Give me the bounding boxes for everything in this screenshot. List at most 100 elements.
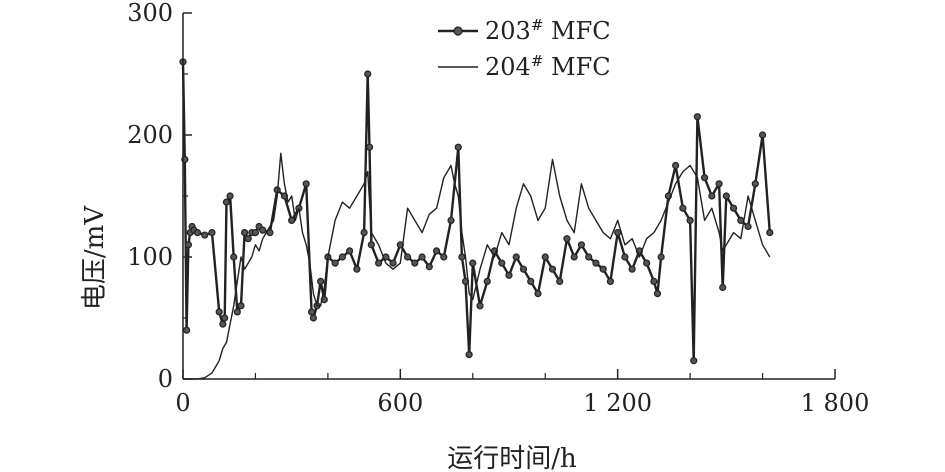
- x-tick-label: 0: [175, 389, 190, 417]
- data-point: [708, 192, 716, 200]
- data-point: [447, 216, 455, 224]
- data-point: [744, 222, 752, 231]
- x-tick-label: 1 800: [801, 389, 870, 417]
- data-point: [360, 229, 368, 237]
- data-point: [353, 265, 361, 273]
- data-point: [476, 302, 484, 310]
- data-point: [365, 143, 374, 151]
- data-point: [411, 259, 419, 267]
- legend-label-203: 203# MFC: [485, 16, 611, 45]
- data-point: [237, 302, 245, 310]
- data-point: [715, 180, 723, 188]
- data-point: [219, 320, 227, 328]
- data-point: [621, 253, 629, 261]
- data-point: [184, 241, 193, 249]
- series-line-203: [181, 61, 771, 362]
- data-point: [563, 235, 571, 243]
- data-point: [331, 259, 339, 267]
- data-point: [233, 308, 241, 316]
- data-point: [729, 204, 738, 212]
- data-point: [201, 231, 209, 239]
- data-point: [679, 204, 687, 212]
- data-point: [606, 277, 615, 285]
- data-point: [469, 259, 477, 267]
- x-tick-label: 600: [377, 389, 423, 417]
- data-point: [722, 192, 730, 200]
- plot-area: [179, 58, 774, 380]
- data-point: [346, 247, 354, 255]
- data-point: [570, 253, 578, 261]
- data-point: [222, 198, 231, 206]
- data-point: [628, 265, 636, 273]
- data-point: [592, 259, 600, 267]
- legend-marker: [453, 26, 463, 36]
- data-point: [317, 277, 325, 285]
- data-point: [302, 180, 310, 188]
- data-point: [534, 290, 542, 298]
- y-tick-label: 200: [127, 121, 173, 149]
- data-point: [230, 253, 238, 261]
- data-point: [577, 241, 586, 249]
- data-point: [650, 277, 658, 285]
- data-point: [364, 70, 372, 78]
- data-point: [527, 277, 535, 285]
- legend: 203# MFC 204# MFC: [438, 16, 611, 81]
- data-point: [288, 216, 296, 224]
- data-point: [215, 308, 223, 316]
- data-point: [657, 253, 665, 261]
- data-point: [425, 263, 433, 271]
- data-point: [418, 253, 426, 261]
- data-point: [440, 253, 448, 261]
- data-point: [183, 326, 191, 334]
- data-point: [766, 229, 774, 237]
- data-point: [389, 259, 397, 267]
- legend-label-204: 204# MFC: [485, 52, 611, 81]
- data-point: [758, 131, 767, 139]
- data-point: [307, 308, 316, 316]
- data-point: [585, 253, 593, 261]
- data-point: [719, 283, 727, 292]
- data-point: [221, 314, 229, 322]
- data-point: [259, 226, 267, 234]
- axes: 0 100 200 300 0 600 1 200 1 800: [127, 0, 869, 417]
- data-point: [505, 271, 513, 279]
- data-point: [686, 216, 694, 224]
- data-point: [244, 235, 252, 243]
- data-point: [454, 143, 462, 151]
- data-point: [672, 161, 680, 170]
- data-point: [483, 277, 491, 285]
- x-axis-title: 运行时间/h: [447, 444, 577, 472]
- data-point: [690, 357, 698, 365]
- data-point: [700, 174, 709, 182]
- data-point: [465, 351, 473, 359]
- data-point: [432, 247, 441, 255]
- data-point: [240, 229, 249, 237]
- y-tick-label: 100: [127, 243, 173, 271]
- data-point: [556, 277, 564, 285]
- data-point: [403, 253, 412, 261]
- data-point: [193, 229, 202, 237]
- data-point: [309, 314, 317, 322]
- data-point: [251, 229, 260, 237]
- data-point: [541, 253, 549, 261]
- data-point: [375, 259, 383, 267]
- x-tick-label: 1 200: [583, 389, 652, 417]
- data-point: [458, 253, 466, 261]
- y-tick-label: 300: [127, 0, 173, 27]
- data-point: [208, 229, 216, 237]
- data-point: [548, 265, 557, 273]
- series-line-204: [183, 152, 771, 380]
- data-point: [367, 241, 375, 249]
- y-axis-title: 电压/mV: [80, 205, 110, 310]
- data-point: [512, 253, 520, 261]
- data-point: [653, 290, 662, 298]
- data-point: [226, 192, 234, 200]
- data-point: [693, 113, 701, 121]
- data-point: [599, 265, 607, 273]
- data-point: [643, 259, 651, 267]
- data-point: [519, 265, 528, 273]
- data-point: [498, 259, 506, 267]
- data-point: [338, 253, 346, 261]
- data-point: [751, 180, 759, 188]
